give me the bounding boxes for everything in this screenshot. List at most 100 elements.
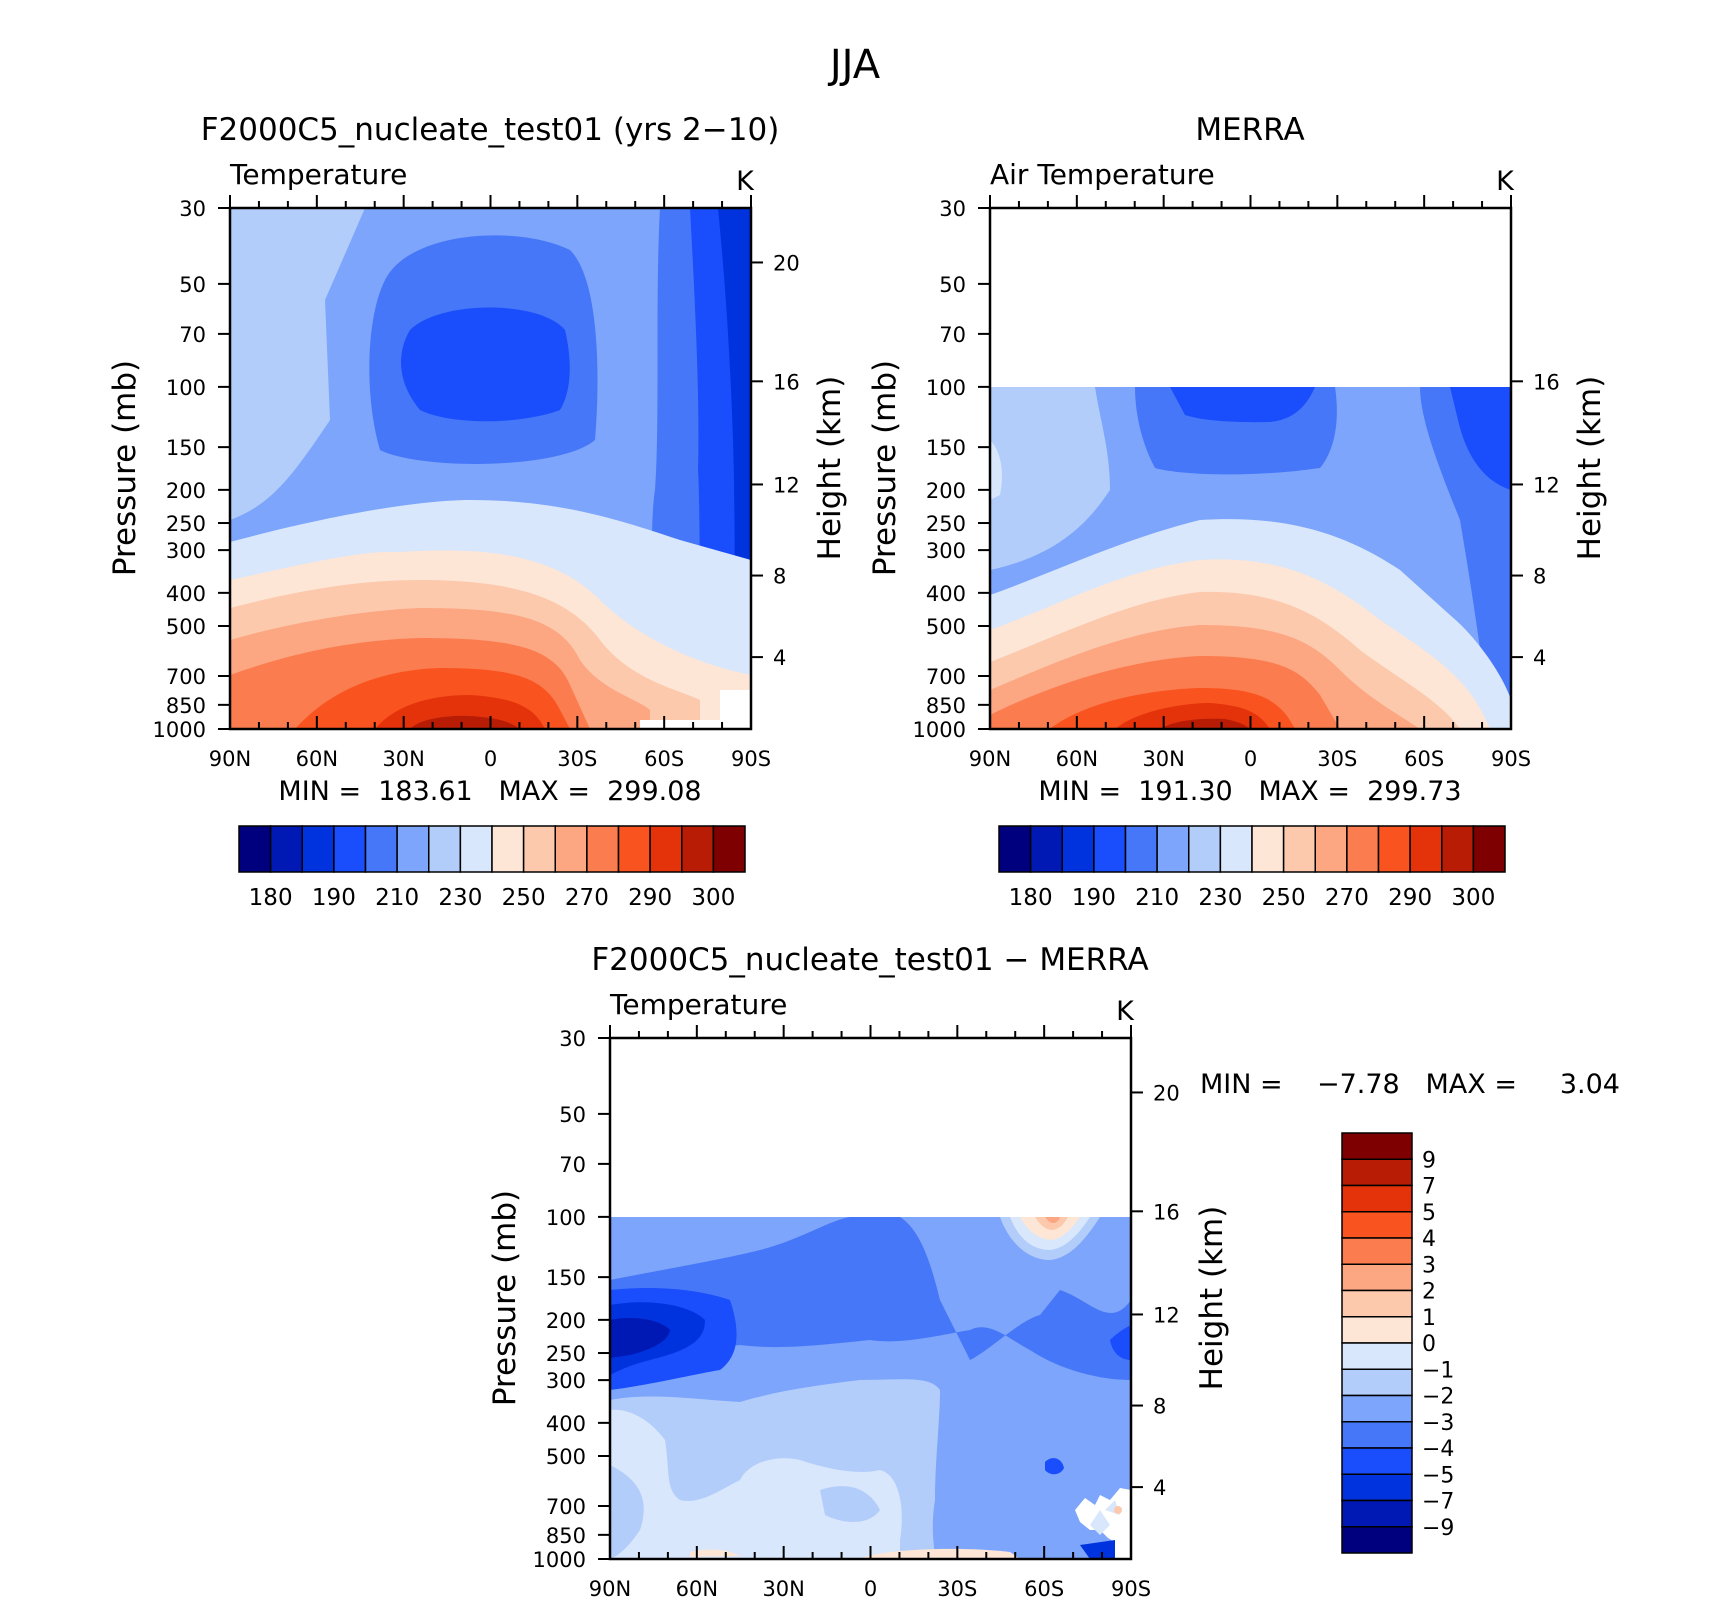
colorbar-label: −5 [1422, 1463, 1454, 1488]
colorbar-swatch [269, 825, 303, 873]
height-tick-label: 4 [1533, 646, 1546, 670]
units-label: K [736, 166, 755, 197]
units-label: K [1496, 166, 1515, 197]
y-tick-label: 50 [179, 273, 206, 297]
colorbar-swatch [617, 825, 651, 873]
colorbar-swatch [1251, 825, 1285, 873]
right-axis-label: Height (km) [1572, 376, 1608, 561]
right-axis-label: Height (km) [812, 376, 848, 561]
colorbar-swatch [1093, 825, 1127, 873]
y-tick-label: 1000 [153, 718, 206, 742]
colorbar-label: −7 [1422, 1490, 1454, 1515]
colorbar-swatch [998, 825, 1032, 873]
colorbar-swatch [1341, 1421, 1413, 1449]
y-tick-label: 500 [166, 615, 206, 639]
y-tick-label: 30 [939, 197, 966, 221]
colorbar-swatch [1188, 825, 1222, 873]
colorbar-swatch [1341, 1499, 1413, 1528]
height-tick-label: 12 [1153, 1303, 1180, 1327]
y-tick-label: 850 [166, 694, 206, 718]
colorbar-swatch [1282, 825, 1316, 873]
colorbar-swatch [1341, 1289, 1413, 1318]
colorbar-swatch [1341, 1316, 1413, 1344]
contour-fill [1115, 1535, 1131, 1559]
x-tick-label: 30N [382, 747, 424, 771]
colorbar-swatch [1346, 825, 1380, 873]
y-tick-label: 30 [559, 1027, 586, 1051]
colorbar-swatch [1341, 1184, 1413, 1213]
y-tick-label: 70 [179, 323, 206, 347]
height-tick-label: 12 [773, 473, 800, 497]
y-tick-label: 300 [926, 539, 966, 563]
x-tick-label: 0 [1244, 747, 1257, 771]
panel-title: F2000C5_nucleate_test01 (yrs 2−10) [201, 112, 780, 148]
y-tick-label: 200 [166, 479, 206, 503]
colorbar-label: 190 [312, 885, 356, 911]
y-tick-label: 300 [546, 1369, 586, 1393]
y-tick-label: 100 [546, 1206, 586, 1230]
colorbar-label: −3 [1422, 1411, 1454, 1436]
x-tick-label: 90N [209, 747, 251, 771]
y-tick-label: 500 [926, 615, 966, 639]
y-tick-label: 400 [926, 582, 966, 606]
x-tick-label: 30N [1142, 747, 1184, 771]
colorbar-label: 300 [691, 885, 735, 911]
colorbar-swatch [428, 825, 462, 873]
colorbar-label: 180 [249, 885, 293, 911]
colorbar-swatch [1377, 825, 1411, 873]
y-tick-label: 200 [546, 1309, 586, 1333]
colorbar-swatch [1341, 1394, 1413, 1423]
colorbar-label: 230 [438, 885, 482, 911]
colorbar-swatch [301, 825, 335, 873]
colorbar-swatch [1441, 825, 1475, 873]
figure-title: JJA [827, 42, 881, 88]
y-axis-label: Pressure (mb) [107, 360, 143, 576]
y-tick-label: 700 [166, 665, 206, 689]
x-tick-label: 60S [644, 747, 684, 771]
contour-fill [1045, 1458, 1064, 1475]
colorbar-label: 2 [1422, 1280, 1436, 1305]
contour-fill [1090, 1500, 1120, 1535]
colorbar-swatch [1341, 1368, 1413, 1397]
colorbar-label: −1 [1422, 1358, 1454, 1383]
y-tick-label: 500 [546, 1445, 586, 1469]
height-tick-label: 4 [773, 646, 786, 670]
colorbar-swatch [364, 825, 398, 873]
contour-field [230, 208, 751, 729]
panel-model: F2000C5_nucleate_test01 (yrs 2−10) Tempe… [107, 112, 848, 911]
colorbar-swatch [459, 825, 493, 873]
colorbar-swatch [396, 825, 430, 873]
y-tick-label: 100 [166, 376, 206, 400]
height-tick-label: 16 [773, 370, 800, 394]
height-tick-label: 12 [1533, 473, 1560, 497]
y-tick-label: 50 [559, 1103, 586, 1127]
height-tick-label: 16 [1533, 370, 1560, 394]
panel-title: F2000C5_nucleate_test01 − MERRA [591, 942, 1148, 978]
y-tick-label: 250 [166, 512, 206, 536]
contour-fill [1045, 1217, 1060, 1223]
colorbar-swatch [1341, 1473, 1413, 1502]
stats-text: MIN = 183.61 MAX = 299.08 [278, 776, 701, 807]
x-tick-label: 30S [557, 747, 597, 771]
x-tick-label: 60N [1056, 747, 1098, 771]
colorbar-label: 0 [1422, 1332, 1436, 1357]
missing-data [610, 1038, 1131, 1217]
colorbar-swatch [1341, 1158, 1413, 1187]
contour-fill [410, 715, 520, 729]
contour-fill [1110, 1325, 1131, 1360]
colorbar-swatch [238, 825, 272, 873]
colorbar-swatch [1341, 1342, 1413, 1370]
colorbar: 180 190 210 230 250 270 290 300 [238, 825, 746, 911]
x-tick-label: 0 [484, 747, 497, 771]
colorbar-label: 250 [502, 885, 546, 911]
colorbar-label: 270 [565, 885, 609, 911]
contour-fill [375, 695, 545, 729]
colorbar-swatch [681, 825, 715, 873]
y-tick-label: 700 [546, 1495, 586, 1519]
contour-fill [690, 1549, 740, 1557]
contour-field [990, 208, 1511, 729]
x-tick-label: 30S [937, 1577, 977, 1600]
x-tick-label: 90S [1111, 1577, 1151, 1600]
y-tick-label: 250 [926, 512, 966, 536]
y-tick-label: 150 [926, 436, 966, 460]
